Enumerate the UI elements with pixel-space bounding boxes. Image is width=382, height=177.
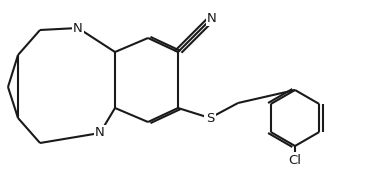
Text: N: N <box>73 21 83 35</box>
Text: N: N <box>207 12 217 24</box>
Text: N: N <box>95 127 105 139</box>
Text: Cl: Cl <box>288 153 301 167</box>
Text: S: S <box>206 112 214 124</box>
